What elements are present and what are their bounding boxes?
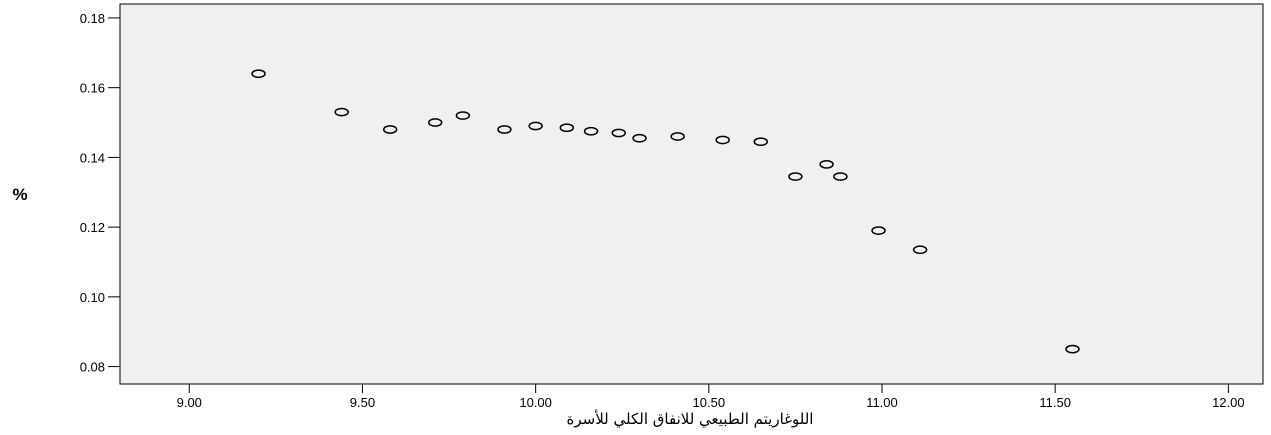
x-tick-label: 11.50 [1039,395,1071,410]
data-point [753,137,769,147]
x-tick-label: 10.50 [693,395,726,410]
x-tick-label: 11.00 [866,395,898,410]
plot-area [119,3,1264,385]
data-point [382,125,398,134]
y-axis: 0.08 0.10 0.12 0.14 0.16 0.18 [80,11,120,375]
data-point [788,172,803,181]
data-point [583,126,599,136]
data-point [670,132,685,141]
data-point [819,160,834,169]
data-point [559,123,575,133]
y-tick-label: 0.16 [80,81,105,96]
data-point [833,172,848,181]
data-point [528,121,543,131]
data-point [455,111,471,120]
data-point [912,245,928,255]
data-point [611,128,627,138]
data-point [715,135,730,145]
x-tick-label: 10.00 [519,395,552,410]
x-axis: 9.00 9.50 10.00 10.50 11.00 11.50 12.00 [177,384,1245,410]
x-tick-label: 9.50 [350,395,375,410]
y-tick-label: 0.08 [80,360,105,375]
data-point [871,226,886,235]
y-tick-label: 0.12 [80,220,105,235]
y-axis-title: % [12,185,27,204]
data-point [632,133,647,143]
data-point [1065,344,1080,354]
y-tick-label: 0.14 [80,150,105,165]
data-point [251,69,266,79]
data-point [334,107,349,117]
data-point [497,125,512,134]
x-tick-label: 12.00 [1212,395,1245,410]
x-tick-label: 9.00 [177,395,202,410]
y-tick-label: 0.18 [80,11,105,26]
x-axis-title: اللوغاريتم الطبيعي للانفاق الكلي للأسرة [567,409,814,429]
data-point [427,118,443,127]
data-points [251,69,1080,354]
y-tick-label: 0.10 [80,290,105,305]
